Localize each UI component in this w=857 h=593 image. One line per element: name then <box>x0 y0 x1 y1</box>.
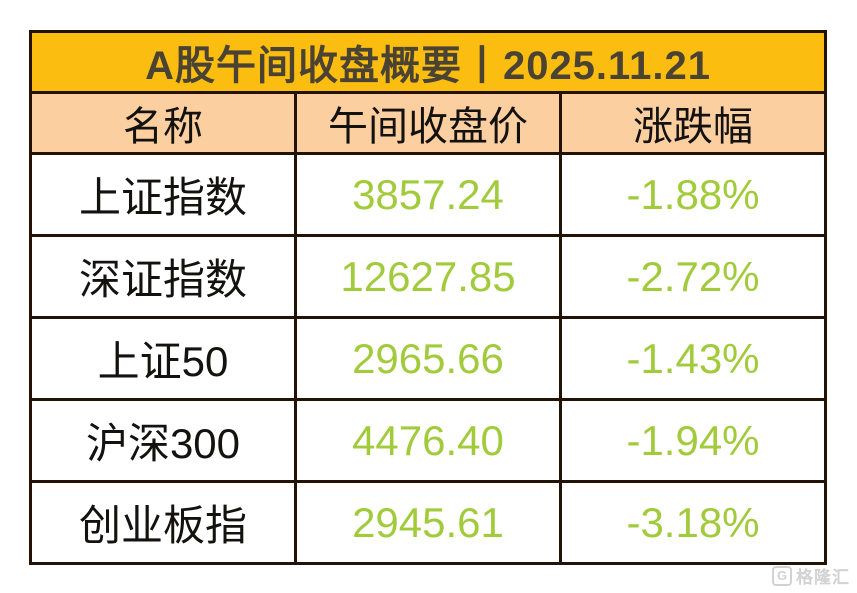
title-row: A股午间收盘概要丨2025.11.21 <box>29 30 827 94</box>
watermark: G 格隆汇 <box>772 563 850 588</box>
change-pct: -2.72% <box>559 234 827 319</box>
change-pct: -3.18% <box>559 480 827 565</box>
table-row: 上证指数 3857.24 -1.88% <box>29 152 827 237</box>
market-summary-table: A股午间收盘概要丨2025.11.21 名称 午间收盘价 涨跌幅 上证指数 38… <box>29 30 827 565</box>
index-name: 深证指数 <box>29 234 297 319</box>
close-price: 3857.24 <box>294 152 562 237</box>
close-price: 4476.40 <box>294 398 562 483</box>
table-row: 创业板指 2945.61 -3.18% <box>29 480 827 565</box>
index-name: 上证指数 <box>29 152 297 237</box>
gelonghui-logo-icon: G <box>772 565 792 586</box>
col-header-change: 涨跌幅 <box>559 91 827 155</box>
close-price: 12627.85 <box>294 234 562 319</box>
col-header-name: 名称 <box>29 91 297 155</box>
close-price: 2965.66 <box>294 316 562 401</box>
table-row: 深证指数 12627.85 -2.72% <box>29 234 827 319</box>
change-pct: -1.88% <box>559 152 827 237</box>
col-header-price: 午间收盘价 <box>294 91 562 155</box>
close-price: 2945.61 <box>294 480 562 565</box>
change-pct: -1.43% <box>559 316 827 401</box>
table-row: 沪深300 4476.40 -1.94% <box>29 398 827 483</box>
index-name: 创业板指 <box>29 480 297 565</box>
watermark-text: 格隆汇 <box>796 568 850 587</box>
index-name: 上证50 <box>29 316 297 401</box>
index-name: 沪深300 <box>29 398 297 483</box>
change-pct: -1.94% <box>559 398 827 483</box>
table-row: 上证50 2965.66 -1.43% <box>29 316 827 401</box>
header-row: 名称 午间收盘价 涨跌幅 <box>29 91 827 155</box>
table-title: A股午间收盘概要丨2025.11.21 <box>29 30 827 94</box>
